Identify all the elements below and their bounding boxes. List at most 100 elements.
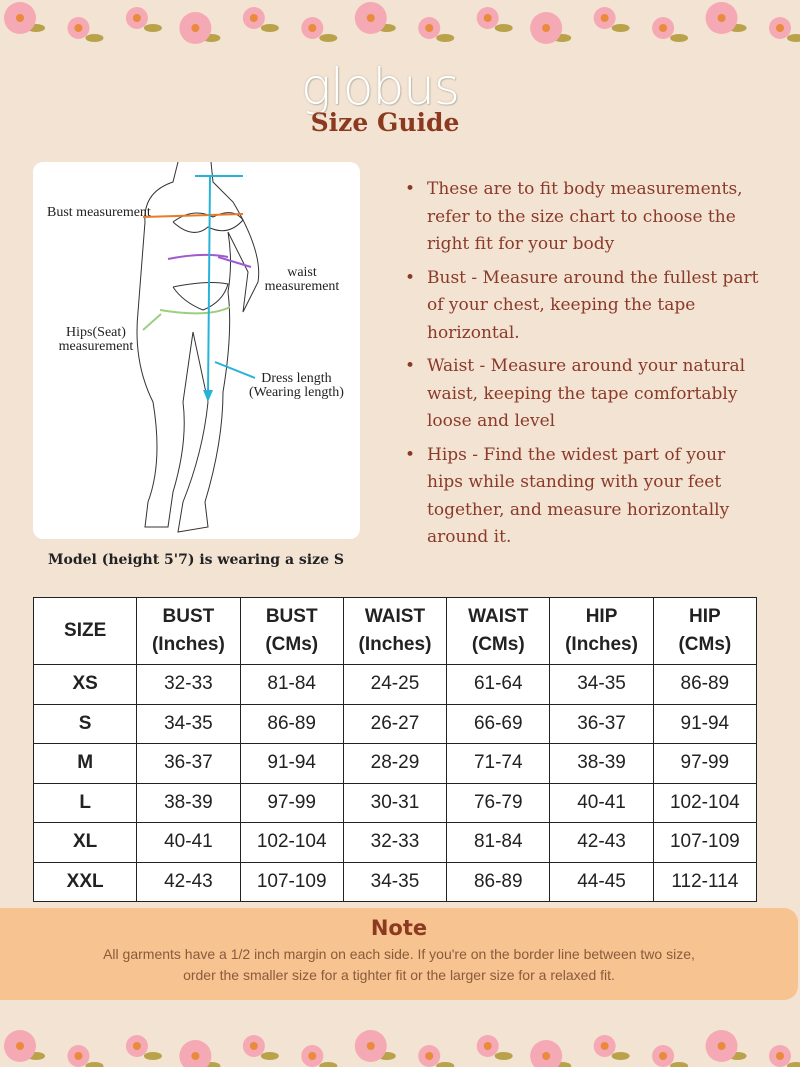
measurement-cell: 34-35 xyxy=(136,703,241,744)
table-row: L 38-39 97-99 30-31 76-79 40-41 102-104 xyxy=(32,782,758,823)
measurement-cell: 32-33 xyxy=(136,664,241,705)
column-header-unit: (CMs) xyxy=(471,634,525,655)
note-text: All garments have a 1/2 inch margin on e… xyxy=(103,946,695,983)
measurement-cell: 24-25 xyxy=(342,664,448,705)
flower-center-icon xyxy=(659,24,668,32)
size-cell: M xyxy=(32,743,138,784)
measurement-cell: 38-39 xyxy=(549,743,654,784)
column-header-unit: (CMs) xyxy=(265,634,319,655)
measurement-cell: 38-39 xyxy=(136,782,241,823)
table-row: XL 40-41 102-104 32-33 81-84 42-43 107-109 xyxy=(32,822,758,863)
leaf-icon xyxy=(260,24,279,32)
measurement-cell: 28-29 xyxy=(342,743,448,784)
brand-logo: globus xyxy=(301,58,460,116)
instruction-item: Hips - Find the widest part of your hips… xyxy=(405,442,765,552)
flower-center-icon xyxy=(600,14,609,22)
measurement-cell: 86-89 xyxy=(446,861,551,902)
flower-center-icon xyxy=(308,1052,317,1060)
note-box: Note All garments have a 1/2 inch margin… xyxy=(0,908,798,1000)
flower-center-icon xyxy=(132,1042,141,1050)
leaf-icon xyxy=(494,1052,513,1060)
leaf-icon xyxy=(436,1062,455,1067)
flower-center-icon xyxy=(776,24,784,32)
column-header-title: WAIST xyxy=(468,606,529,627)
measurement-cell: 32-33 xyxy=(342,822,448,863)
measurement-cell: 34-35 xyxy=(342,861,448,902)
column-header-title: HIP xyxy=(585,606,618,627)
flower-center-icon xyxy=(191,1052,200,1060)
table-row: XS 32-33 81-84 24-25 61-64 34-35 86-89 xyxy=(32,664,758,705)
column-header: WAIST (Inches) xyxy=(342,597,448,665)
hips-arrow xyxy=(142,313,162,331)
table-header-row: SIZE BUST (Inches) BUST (CMs) WAIST (Inches) WA… xyxy=(32,597,758,665)
measurement-cell: 91-94 xyxy=(239,743,344,784)
measurement-cell: 61-64 xyxy=(446,664,551,705)
instruction-item: Waist - Measure around your natural wais… xyxy=(405,353,765,436)
column-header-title: HIP xyxy=(689,606,721,627)
flower-center-icon xyxy=(366,14,375,22)
measurement-cell: 36-37 xyxy=(549,703,654,744)
hips-tape xyxy=(159,306,231,315)
leaf-icon xyxy=(611,24,630,32)
flower-center-icon xyxy=(74,1052,83,1060)
waist-label: waist measurement xyxy=(264,265,340,294)
measurement-cell: 40-41 xyxy=(549,782,654,823)
floral-border-top xyxy=(4,2,800,44)
instructions-list: These are to fit body measurements, refe… xyxy=(405,176,765,558)
measurement-cell: 36-37 xyxy=(136,743,241,784)
size-cell: S xyxy=(32,703,138,744)
measurement-cell: 66-69 xyxy=(446,703,551,744)
column-header-unit: (Inches) xyxy=(151,634,225,655)
size-cell: L xyxy=(32,782,138,823)
instruction-item: Bust - Measure around the fullest part o… xyxy=(405,265,765,348)
bust-label: Bust measurement xyxy=(47,205,151,220)
column-header-unit: (Inches) xyxy=(565,634,638,655)
measurement-cell: 107-109 xyxy=(652,822,758,863)
measurement-cell: 107-109 xyxy=(239,861,344,902)
measurement-cell: 86-89 xyxy=(652,664,758,705)
flower-center-icon xyxy=(132,14,141,22)
measurement-cell: 97-99 xyxy=(239,782,344,823)
waist-arrow xyxy=(217,256,252,268)
hips-label: Hips(Seat) measurement xyxy=(58,325,134,354)
column-header-unit: (Inches) xyxy=(358,634,432,655)
column-header: WAIST (CMs) xyxy=(446,597,551,665)
note-title: Note xyxy=(370,916,428,940)
length-line xyxy=(195,175,243,398)
flower-center-icon xyxy=(74,24,83,32)
measurement-cell: 91-94 xyxy=(652,703,758,744)
table-row: S 34-35 86-89 26-27 66-69 36-37 91-94 xyxy=(32,703,758,744)
leaf-icon xyxy=(436,34,455,42)
table-row: XXL 42-43 107-109 34-35 86-89 44-45 112-114 xyxy=(32,861,758,902)
flower-center-icon xyxy=(249,1042,258,1050)
body-sketch xyxy=(136,162,260,533)
leaf-icon xyxy=(319,1062,338,1067)
page-title: Size Guide xyxy=(310,108,460,137)
measurement-cell: 97-99 xyxy=(652,743,758,784)
column-header-unit: (CMs) xyxy=(678,634,732,655)
leaf-icon xyxy=(787,34,800,42)
leaf-icon xyxy=(143,24,162,32)
flower-center-icon xyxy=(308,24,317,32)
measurement-cell: 26-27 xyxy=(342,703,448,744)
measurement-cell: 76-79 xyxy=(446,782,551,823)
flower-center-icon xyxy=(483,1042,492,1050)
measurement-cell: 86-89 xyxy=(239,703,344,744)
floral-border-bottom xyxy=(4,1030,800,1067)
column-header-title: WAIST xyxy=(364,606,426,627)
column-header: SIZE xyxy=(32,597,138,665)
flower-center-icon xyxy=(191,24,200,32)
measurement-cell: 34-35 xyxy=(549,664,654,705)
column-header: HIP (Inches) xyxy=(549,597,654,665)
measurement-cell: 102-104 xyxy=(239,822,344,863)
dress-length-label: Dress length (Wearing length) xyxy=(249,371,344,400)
leaf-icon xyxy=(143,1052,162,1060)
table-row: M 36-37 91-94 28-29 71-74 38-39 97-99 xyxy=(32,743,758,784)
model-caption: Model (height 5'7) is wearing a size S xyxy=(48,552,344,568)
leaf-icon xyxy=(85,34,104,42)
leaf-icon xyxy=(260,1052,279,1060)
leaf-icon xyxy=(611,1052,630,1060)
flower-center-icon xyxy=(249,14,258,22)
flower-center-icon xyxy=(425,1052,434,1060)
leaf-icon xyxy=(319,34,338,42)
